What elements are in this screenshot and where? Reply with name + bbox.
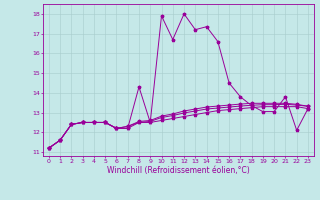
X-axis label: Windchill (Refroidissement éolien,°C): Windchill (Refroidissement éolien,°C) (107, 166, 250, 175)
